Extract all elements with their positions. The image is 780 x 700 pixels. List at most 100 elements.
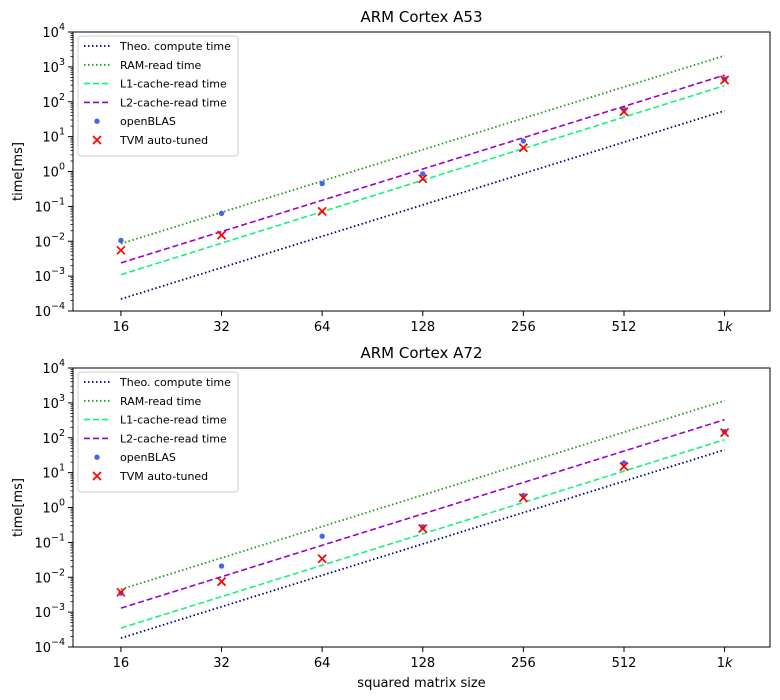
legend-label: L1-cache-read time — [120, 414, 227, 427]
series-line-3 — [120, 84, 725, 276]
series-line-4 — [120, 418, 725, 609]
y-tick-label: 100 — [42, 498, 65, 517]
x-tick-label: 16 — [113, 656, 130, 671]
legend-label: TVM auto-tuned — [119, 134, 208, 147]
y-tick-label: 103 — [42, 393, 65, 412]
tvm-point-stroke — [418, 523, 428, 534]
y-tick-label: 10−2 — [34, 231, 65, 250]
tvm-point-stroke — [317, 554, 327, 564]
tvm-point — [418, 174, 428, 184]
tvm-point-stroke — [116, 587, 126, 597]
legend-label: openBLAS — [120, 451, 176, 464]
legend-swatch — [94, 118, 100, 124]
legend-swatch — [92, 471, 102, 481]
chart-panel-1: ARM Cortex A53 time[ms] 16 32 64 128 256 512 1k 1… — [11, 8, 771, 335]
tvm-point-stroke — [317, 206, 327, 216]
openblas-point — [319, 533, 325, 539]
openblas-point — [319, 180, 325, 187]
y-tick-label: 101 — [42, 463, 65, 482]
openblas-point — [118, 237, 124, 244]
tvm-point — [317, 206, 327, 216]
y-tick-label: 103 — [42, 57, 65, 76]
x-tick-label: 64 — [314, 320, 331, 335]
y-tick-label: 10−2 — [34, 567, 65, 586]
series-line-1 — [120, 109, 725, 300]
tvm-point — [518, 493, 528, 503]
y-axis-label: time[ms] — [11, 478, 26, 537]
x-tick-label: 256 — [511, 320, 536, 335]
legend: Theo. compute time RAM-read time L1-cache-… — [77, 371, 239, 493]
y-tick-label: 10−1 — [34, 196, 65, 215]
y-tick-label: 10−4 — [34, 301, 65, 320]
legend-label: L2-cache-read time — [120, 96, 227, 109]
x-tick-label: 128 — [410, 320, 435, 335]
tvm-point — [418, 523, 428, 534]
legend-label: RAM-read time — [120, 395, 202, 408]
x-tick-label: 256 — [511, 656, 536, 671]
tvm-point — [619, 107, 629, 117]
openblas-point — [218, 563, 225, 569]
series-line-3 — [120, 438, 725, 629]
legend-label: L2-cache-read time — [120, 432, 227, 445]
legend-box — [77, 371, 239, 493]
x-tick-label: 16 — [113, 320, 130, 335]
tvm-point-stroke — [518, 143, 528, 153]
legend-label: RAM-read time — [120, 59, 202, 72]
tvm-point-stroke — [619, 107, 629, 117]
x-axis-label: squared matrix size — [357, 676, 485, 691]
chart-panel-2: ARM Cortex A72 time[ms] squared matrix siz… — [11, 344, 771, 691]
legend-label: openBLAS — [120, 115, 176, 128]
y-tick-label: 10−4 — [34, 637, 65, 656]
tvm-point — [216, 577, 227, 587]
chart-title: ARM Cortex A53 — [360, 8, 482, 26]
legend-box — [77, 35, 239, 157]
y-tick-label: 101 — [42, 127, 65, 146]
tvm-point — [720, 75, 730, 85]
openblas-point — [420, 171, 426, 177]
tvm-point-stroke — [116, 245, 126, 255]
y-tick-label: 104 — [42, 358, 65, 377]
tvm-point-stroke — [418, 174, 428, 184]
legend-label: L1-cache-read time — [120, 78, 227, 91]
y-tick-label: 102 — [42, 428, 65, 447]
legend-swatch — [92, 135, 102, 145]
series-line-1 — [120, 448, 725, 639]
x-tick-label: 512 — [612, 320, 637, 335]
tvm-point-stroke — [216, 577, 227, 587]
tvm-point — [216, 230, 227, 240]
tvm-point-stroke — [216, 230, 227, 240]
legend: Theo. compute time RAM-read time L1-cache-… — [77, 35, 239, 157]
legend-label: Theo. compute time — [119, 40, 231, 53]
tvm-point-stroke — [518, 493, 528, 503]
x-tick-label: 512 — [612, 656, 637, 671]
x-tick-label: 32 — [213, 320, 230, 335]
y-tick-label: 100 — [42, 162, 65, 181]
x-tick-label: 128 — [410, 656, 435, 671]
y-tick-label: 10−3 — [34, 602, 65, 621]
x-tick-label: 64 — [314, 656, 331, 671]
y-tick-label: 102 — [42, 92, 65, 111]
series-line-4 — [120, 74, 725, 264]
tvm-point — [317, 554, 327, 564]
y-axis-label: time[ms] — [11, 142, 26, 201]
tvm-point-stroke — [720, 428, 730, 438]
legend-label: TVM auto-tuned — [119, 470, 208, 483]
tvm-point-stroke — [720, 75, 730, 85]
series-line-2 — [120, 399, 725, 591]
tvm-point — [720, 428, 730, 438]
tvm-point — [518, 143, 528, 153]
openblas-point — [218, 210, 225, 217]
openblas-point — [520, 138, 527, 144]
tvm-point — [116, 587, 126, 597]
tvm-point — [619, 461, 629, 472]
x-tick-label: 32 — [213, 656, 230, 671]
legend-swatch — [94, 454, 100, 460]
y-tick-label: 10−1 — [34, 532, 65, 551]
legend-label: Theo. compute time — [119, 376, 231, 389]
y-tick-label: 104 — [42, 22, 65, 41]
x-tick-label: 1k — [717, 320, 733, 335]
chart-title: ARM Cortex A72 — [360, 344, 482, 362]
x-tick-label: 1k — [717, 656, 733, 671]
tvm-point — [116, 245, 126, 255]
